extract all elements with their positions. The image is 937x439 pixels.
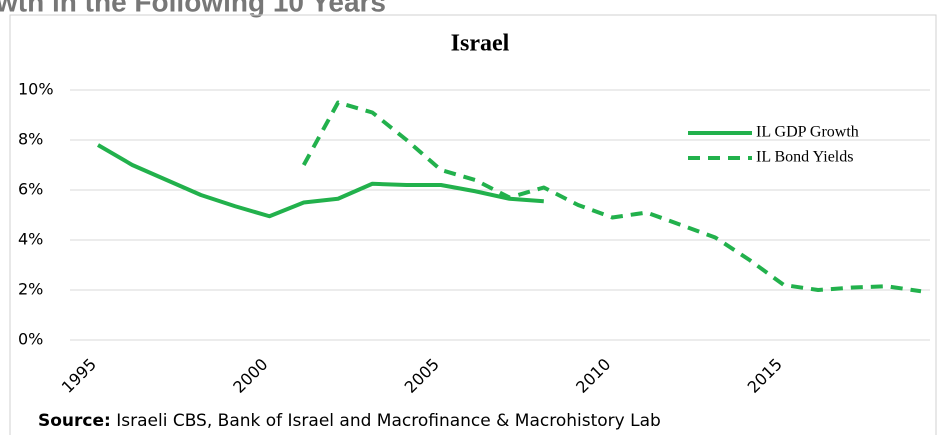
x-tick-label: 2015 [744, 355, 786, 397]
line-series [301, 100, 922, 294]
y-tick-label: 2% [18, 280, 43, 299]
chart-title: Israel [451, 31, 510, 57]
legend-label: IL Bond Yields [756, 149, 853, 166]
y-tick-label: 8% [18, 130, 43, 149]
y-tick-label: 6% [18, 180, 43, 199]
x-tick-label: 2010 [572, 355, 614, 397]
chart-frame [9, 14, 937, 439]
line-series [96, 143, 544, 219]
y-tick-label: 10% [18, 80, 54, 99]
source-label: Source: [38, 411, 111, 431]
y-tick-label: 4% [18, 230, 43, 249]
y-tick-label: 0% [18, 330, 43, 349]
source-text: Israeli CBS, Bank of Israel and Macrofin… [116, 411, 661, 431]
source: Source: Israeli CBS, Bank of Israel and … [38, 411, 661, 431]
x-tick-label: 2005 [401, 355, 443, 397]
x-tick-label: 1995 [58, 355, 100, 397]
x-tick-label: 2000 [229, 355, 271, 397]
heading: wth in the Following 10 Years [0, 0, 386, 17]
legend-label: IL GDP Growth [756, 124, 859, 141]
